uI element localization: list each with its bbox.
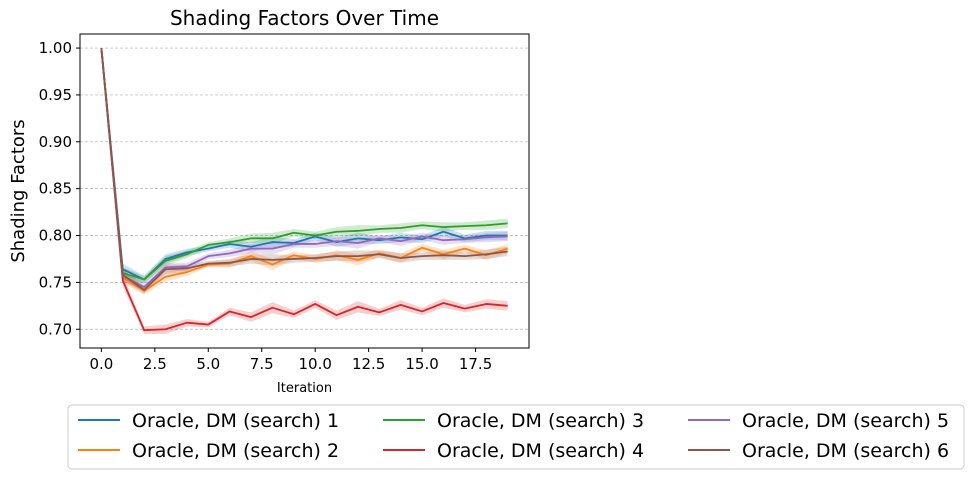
x-tick-label: 7.5 bbox=[250, 355, 274, 373]
x-tick-label: 10.0 bbox=[298, 355, 331, 373]
series-line-2 bbox=[100, 47, 508, 292]
y-tick-label: 0.75 bbox=[39, 273, 72, 291]
series-line-5 bbox=[100, 47, 508, 288]
x-axis-label: Iteration bbox=[277, 381, 332, 396]
y-tick-label: 0.95 bbox=[39, 86, 72, 104]
tick-layer: 0.70 0.75 0.80 0.85 0.90 0.95 1.00 0.0 2.5 5.0 7.5… bbox=[39, 39, 493, 373]
y-tick-label: 0.70 bbox=[39, 320, 72, 338]
x-tick-label: 12.5 bbox=[352, 355, 385, 373]
legend: Oracle, DM (search) 1 Oracle, DM (search)… bbox=[67, 404, 965, 470]
y-tick-label: 0.85 bbox=[39, 180, 72, 198]
y-tick-label: 1.00 bbox=[39, 39, 72, 57]
series-line-6 bbox=[100, 47, 508, 291]
y-axis-label: Shading Factors bbox=[8, 119, 29, 262]
series-line-3 bbox=[100, 47, 508, 281]
series-band-5 bbox=[101, 48, 508, 291]
series-line-1 bbox=[100, 47, 508, 281]
series-band-1 bbox=[101, 48, 508, 284]
band-layer bbox=[101, 48, 508, 334]
y-tick-label: 0.90 bbox=[39, 133, 72, 151]
legend-box bbox=[67, 404, 965, 470]
legend-label-6: Oracle, DM (search) 6 bbox=[742, 440, 949, 462]
x-tick-label: 15.0 bbox=[405, 355, 438, 373]
legend-label-4: Oracle, DM (search) 4 bbox=[437, 440, 644, 462]
legend-label-1: Oracle, DM (search) 1 bbox=[132, 410, 339, 432]
y-tick-label: 0.80 bbox=[39, 227, 72, 245]
x-tick-label: 0.0 bbox=[89, 355, 113, 373]
plot-frame bbox=[79, 33, 530, 349]
series-line-4 bbox=[100, 47, 508, 332]
series-band-4 bbox=[101, 48, 508, 334]
x-tick-label: 17.5 bbox=[459, 355, 492, 373]
legend-label-3: Oracle, DM (search) 3 bbox=[437, 410, 644, 432]
chart-title: Shading Factors Over Time bbox=[170, 6, 439, 30]
line-layer bbox=[100, 47, 508, 332]
legend-label-2: Oracle, DM (search) 2 bbox=[132, 440, 339, 462]
legend-label-5: Oracle, DM (search) 5 bbox=[742, 410, 949, 432]
series-band-3 bbox=[101, 48, 508, 284]
x-tick-label: 2.5 bbox=[143, 355, 167, 373]
x-tick-label: 5.0 bbox=[196, 355, 220, 373]
